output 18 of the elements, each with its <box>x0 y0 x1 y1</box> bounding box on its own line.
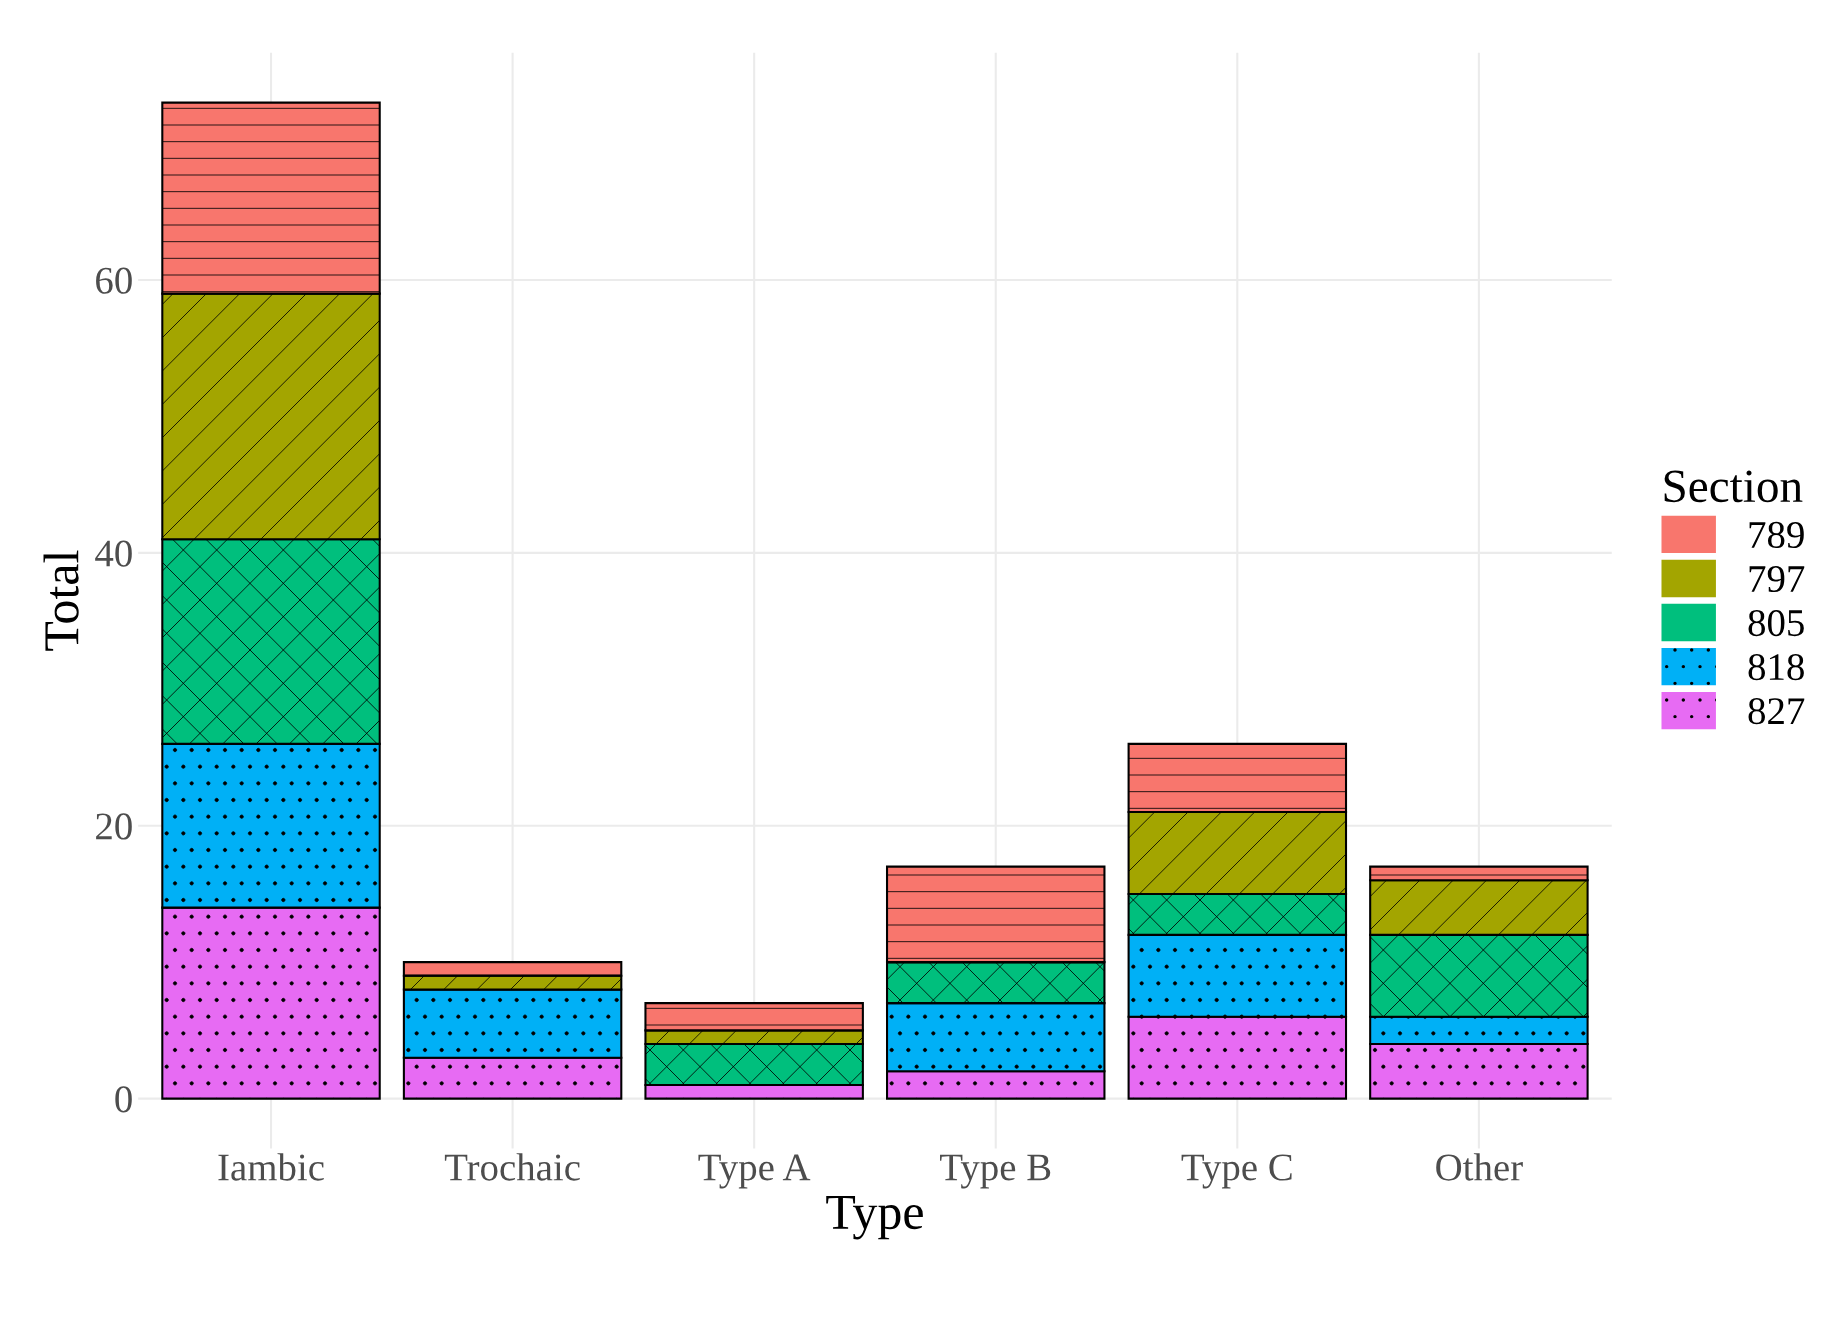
x-tick-label: Iambic <box>218 1153 324 1181</box>
text: 818 <box>1748 653 1804 681</box>
legend-title: Section <box>1664 470 1803 503</box>
x-tick-label: Type A <box>698 1154 811 1189</box>
x-tick-label: Trochaic <box>444 1153 580 1181</box>
x-tick-label: Other <box>1436 1153 1523 1181</box>
y-tick-label: 40 <box>95 540 132 567</box>
x-tick-label: Type C <box>1181 1154 1292 1189</box>
y-axis-title: Total <box>43 550 79 651</box>
text: 797 <box>1749 565 1805 593</box>
y-tick-label: 20 <box>96 813 132 840</box>
text: 827 <box>1748 698 1805 725</box>
text: 805 <box>1748 609 1804 637</box>
text: 789 <box>1749 521 1804 549</box>
x-axis-title: Type <box>826 1195 923 1240</box>
x-tick-label: Type B <box>940 1154 1051 1189</box>
y-tick-label: 60 <box>96 267 132 294</box>
y-tick-label: 0 <box>115 1086 132 1113</box>
